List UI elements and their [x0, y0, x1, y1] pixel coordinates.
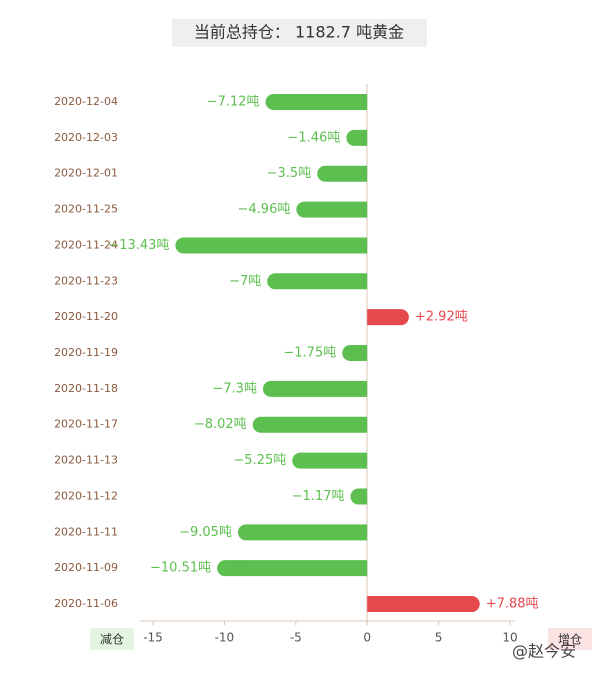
bar: [350, 488, 368, 505]
value-label: −10.51吨: [150, 561, 211, 576]
value-label: −13.43吨: [108, 238, 169, 253]
bar: [175, 237, 368, 254]
y-tick-label: 2020-11-18: [54, 382, 118, 395]
y-tick-label: 2020-11-23: [54, 274, 118, 287]
bar: [252, 416, 368, 433]
y-tick-label: 2020-11-13: [54, 454, 118, 467]
y-tick-label: 2020-12-04: [54, 95, 118, 108]
bar: [292, 452, 368, 469]
left-label: 减仓: [100, 633, 124, 647]
y-tick-label: 2020-11-17: [54, 418, 118, 431]
y-tick-label: 2020-11-09: [54, 561, 118, 574]
value-label: +2.92吨: [415, 310, 468, 325]
bar: [237, 524, 368, 541]
y-tick-label: 2020-11-24: [54, 238, 118, 251]
value-label: +7.88吨: [486, 597, 539, 612]
x-tick-label: 10: [502, 631, 517, 645]
right-label-box: [548, 628, 592, 650]
y-tick-label: 2020-11-20: [54, 310, 118, 323]
value-label: −7.3吨: [212, 381, 257, 396]
x-tick-label: -15: [143, 631, 163, 645]
bar: [342, 345, 368, 362]
value-label: −8.02吨: [194, 417, 247, 432]
left-label-box: [90, 628, 134, 650]
value-label: −5.25吨: [233, 453, 286, 468]
title-box: [172, 19, 427, 47]
y-tick-label: 2020-11-19: [54, 346, 118, 359]
x-tick-label: -5: [290, 631, 302, 645]
value-label: −1.46吨: [288, 130, 341, 145]
y-tick-label: 2020-11-11: [54, 525, 118, 538]
bar: [367, 596, 480, 613]
y-tick-label: 2020-11-12: [54, 489, 118, 502]
bar: [346, 129, 368, 146]
value-label: −1.75吨: [283, 346, 336, 361]
value-label: −3.5吨: [267, 166, 312, 181]
value-label: −7吨: [229, 274, 261, 289]
bar: [317, 165, 368, 182]
value-label: −4.96吨: [238, 202, 291, 217]
bar: [296, 201, 368, 218]
bar: [367, 309, 409, 326]
value-label: −7.12吨: [207, 95, 260, 110]
bar: [217, 560, 368, 577]
value-label: −9.05吨: [179, 525, 232, 540]
y-tick-label: 2020-11-06: [54, 597, 118, 610]
bar: [267, 273, 368, 290]
chart-title: 当前总持仓： 1182.7 吨黄金: [194, 23, 404, 42]
y-tick-label: 2020-12-01: [54, 167, 118, 180]
y-tick-label: 2020-12-03: [54, 131, 118, 144]
watermark: @赵今安: [512, 642, 576, 661]
x-tick-label: 0: [363, 631, 371, 645]
bar: [262, 380, 368, 397]
right-label: 增仓: [558, 633, 582, 647]
x-tick-label: 5: [435, 631, 443, 645]
bar: [265, 94, 368, 110]
value-label: −1.17吨: [292, 489, 345, 504]
y-tick-label: 2020-11-25: [54, 203, 118, 216]
x-tick-label: -10: [215, 631, 235, 645]
